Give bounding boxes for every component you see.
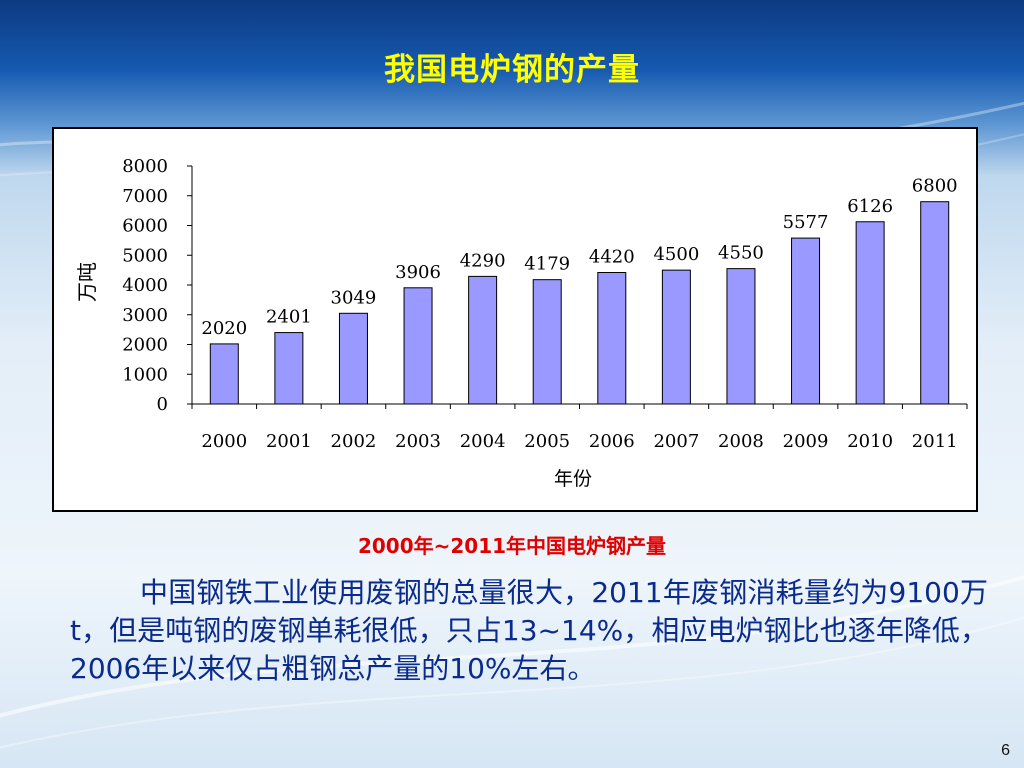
- y-tick-label: 3000: [122, 305, 168, 326]
- bar: [532, 279, 562, 405]
- bar: [920, 201, 950, 405]
- bar-value-label: 4550: [718, 243, 764, 264]
- x-tick-label: 2007: [653, 431, 699, 452]
- bar-value-label: 4500: [653, 244, 699, 265]
- bar: [791, 237, 821, 405]
- bar-value-label: 4179: [524, 254, 570, 275]
- body-paragraph: 中国钢铁工业使用废钢的总量很大，2011年废钢消耗量约为9100万t，但是吨钢的…: [70, 576, 988, 685]
- bar: [403, 287, 433, 405]
- bar-value-label: 2020: [201, 318, 247, 339]
- page-number: 6: [1001, 742, 1010, 759]
- x-axis-label: 年份: [554, 468, 592, 490]
- x-tick-label: 2005: [524, 431, 570, 452]
- x-tick-label: 2003: [395, 431, 441, 452]
- x-tick-label: 2000: [201, 431, 247, 452]
- bar-chart: 万吨 年份 8000 7000 6000 5000 4000 3000 2000 1000 0 2…: [75, 156, 968, 490]
- bar: [468, 275, 498, 405]
- bar-value-label: 4290: [460, 250, 506, 271]
- y-tick-label: 0: [157, 394, 168, 415]
- x-tick-label: 2010: [847, 431, 893, 452]
- bar: [661, 269, 691, 405]
- bar: [338, 312, 368, 405]
- x-tick-label: 2006: [589, 431, 635, 452]
- bar: [855, 221, 885, 405]
- y-tick-label: 1000: [122, 364, 168, 385]
- y-tick-label: 7000: [122, 186, 168, 207]
- bar: [274, 332, 304, 405]
- bar-value-label: 2401: [266, 307, 312, 328]
- y-tick-label: 5000: [122, 245, 168, 266]
- x-tick-label: 2009: [783, 431, 829, 452]
- bar-value-label: 4420: [589, 247, 635, 268]
- x-tick-label: 2002: [331, 431, 377, 452]
- chart-panel: 万吨 年份 8000 7000 6000 5000 4000 3000 2000 1000 0 2…: [52, 127, 978, 512]
- bar-value-label: 3049: [331, 287, 377, 308]
- bar-value-label: 6800: [912, 176, 958, 197]
- y-tick-label: 4000: [122, 275, 168, 296]
- y-axis-label: 万吨: [75, 262, 99, 302]
- bar-value-label: 6126: [847, 196, 893, 217]
- bar: [209, 343, 239, 405]
- y-tick-label: 8000: [122, 156, 168, 177]
- bar: [726, 268, 756, 405]
- slide-title: 我国电炉钢的产量: [384, 52, 640, 88]
- bar-value-label: 5577: [783, 212, 829, 233]
- x-tick-label: 2011: [912, 431, 958, 452]
- x-tick-label: 2001: [266, 431, 312, 452]
- x-tick-label: 2004: [460, 431, 506, 452]
- bar-value-label: 3906: [395, 262, 441, 283]
- chart-caption: 2000年~2011年中国电炉钢产量: [357, 534, 667, 558]
- x-tick-label: 2008: [718, 431, 764, 452]
- y-tick-label: 6000: [122, 216, 168, 237]
- y-tick-label: 2000: [122, 335, 168, 356]
- bar: [597, 272, 627, 405]
